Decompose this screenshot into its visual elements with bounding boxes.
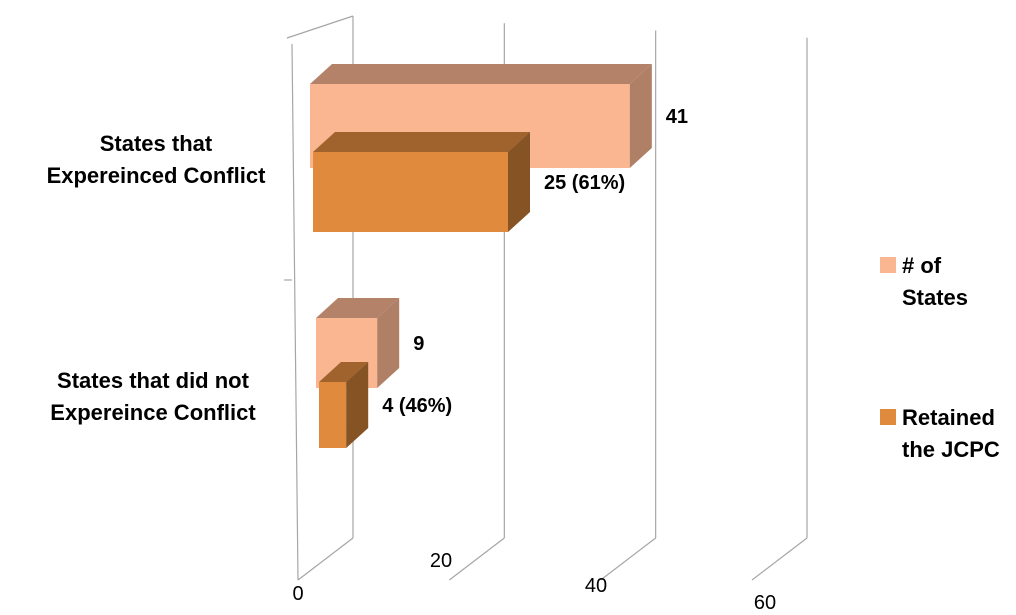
tick-layer: 0 20 40 60 bbox=[292, 550, 776, 614]
legend-text-states: # of States bbox=[902, 250, 968, 314]
category-label-line: States that bbox=[99, 131, 213, 156]
bar-side-face bbox=[346, 362, 369, 448]
floor-gridline bbox=[751, 537, 808, 581]
x-tick-label: 60 bbox=[754, 592, 776, 614]
grid-layer bbox=[284, 15, 808, 610]
legend-swatch-retained bbox=[880, 409, 896, 425]
bar-top-face bbox=[310, 64, 652, 84]
legend-label-line: the JCPC bbox=[902, 437, 1000, 462]
category-label-line: Expereince Conflict bbox=[50, 400, 256, 425]
data-label: 25 (61%) bbox=[544, 172, 625, 194]
legend-text-retained: Retained the JCPC bbox=[902, 402, 1000, 466]
floor-gridline bbox=[448, 537, 505, 581]
category-label-line: Expereinced Conflict bbox=[46, 163, 266, 188]
left-wall-edge bbox=[291, 43, 299, 581]
x-tick-label: 0 bbox=[292, 583, 303, 605]
data-label: 9 bbox=[413, 333, 424, 355]
legend-label-line: Retained bbox=[902, 405, 995, 430]
category-label-no-conflict: States that did not Expereince Conflict bbox=[3, 365, 303, 429]
bar-front-face bbox=[313, 152, 508, 232]
floor-front-edge bbox=[298, 580, 772, 610]
legend-label-line: # of bbox=[902, 253, 942, 278]
data-label: 41 bbox=[666, 106, 688, 128]
x-tick-label: 20 bbox=[430, 550, 452, 572]
bar-layer bbox=[310, 64, 652, 448]
category-label-conflict: States that Expereinced Conflict bbox=[6, 128, 306, 192]
bar-top-face bbox=[313, 132, 530, 152]
bar-side-face bbox=[629, 64, 652, 168]
legend-swatch-states bbox=[880, 257, 896, 273]
wall-top-edge bbox=[286, 15, 354, 39]
bar-top-face bbox=[319, 362, 369, 382]
bar-front-face bbox=[319, 382, 347, 448]
bar-0-1 bbox=[313, 132, 530, 232]
data-label: 4 (46%) bbox=[382, 395, 452, 417]
bar-top-face bbox=[316, 298, 400, 318]
bar-side-face bbox=[508, 132, 530, 232]
bar-1-1 bbox=[319, 362, 369, 448]
floor-gridline bbox=[297, 537, 354, 581]
label-layer: 41 25 (61%) 9 4 (46%) bbox=[382, 106, 688, 417]
legend-label-line: States bbox=[902, 285, 969, 310]
floor-gridline bbox=[600, 537, 657, 581]
bar-side-face bbox=[377, 298, 400, 388]
x-tick-label: 40 bbox=[585, 575, 607, 597]
category-label-line: States that did not bbox=[57, 368, 249, 393]
